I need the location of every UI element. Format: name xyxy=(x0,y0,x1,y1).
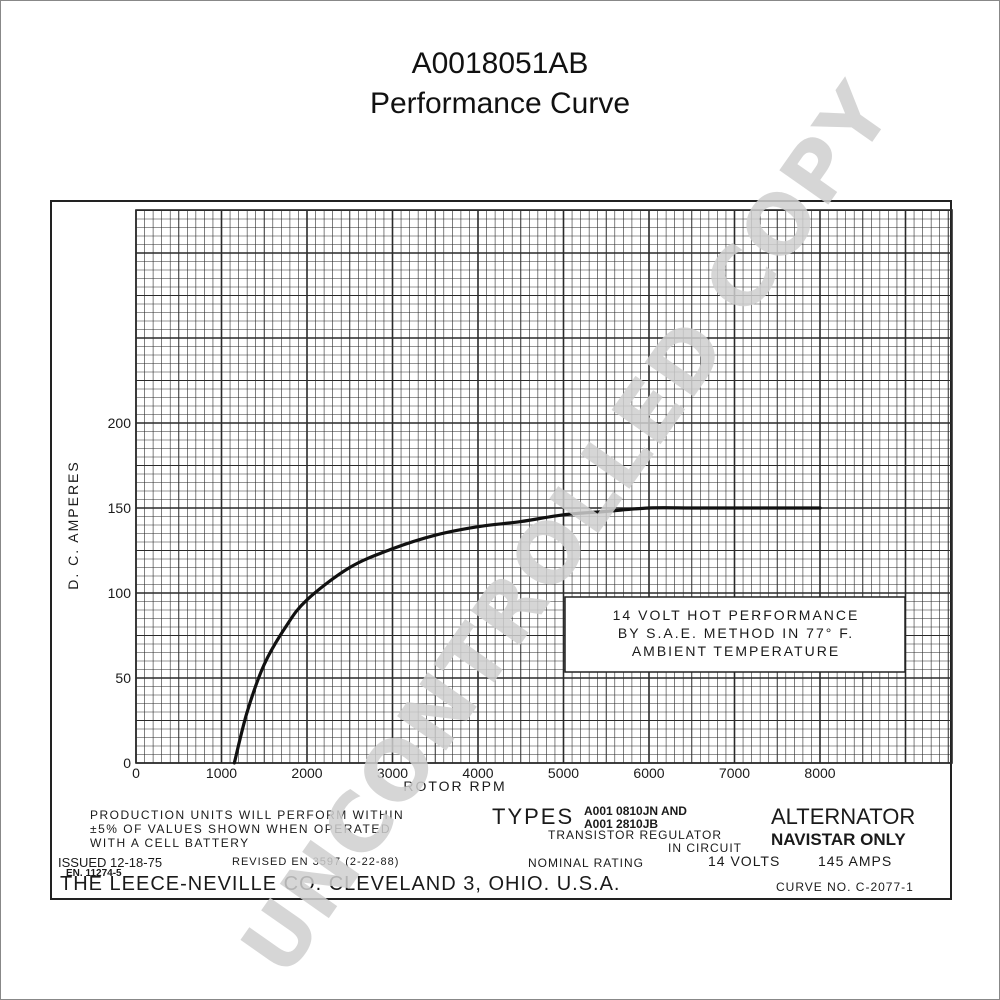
y-tick-label: 100 xyxy=(108,585,132,601)
production-note-1: PRODUCTION UNITS WILL PERFORM WITHIN xyxy=(90,808,405,822)
x-axis-ticks: 0 1000 2000 3000 4000 5000 6000 7000 8000 xyxy=(132,765,836,781)
x-tick-label: 8000 xyxy=(804,765,835,781)
x-tick-label: 2000 xyxy=(291,765,322,781)
type-2: A001 2810JB xyxy=(584,817,659,831)
series-line xyxy=(232,506,822,765)
y-axis-ticks: 0 50 100 150 200 xyxy=(108,415,132,771)
y-tick-label: 50 xyxy=(115,670,131,686)
x-tick-label: 3000 xyxy=(377,765,408,781)
types-label: TYPES xyxy=(492,804,575,829)
production-note-3: WITH A CELL BATTERY xyxy=(90,836,250,850)
y-axis-label: D. C. AMPERES xyxy=(65,460,81,589)
x-tick-label: 6000 xyxy=(633,765,664,781)
series-group xyxy=(232,506,822,765)
curve-number: CURVE NO. C-2077-1 xyxy=(776,880,914,894)
revised-note: REVISED EN 3597 (2-22-88) xyxy=(232,856,400,868)
company-line: THE LEECE-NEVILLE CO. CLEVELAND 3, OHIO.… xyxy=(60,873,621,895)
annotation-frame xyxy=(564,596,906,673)
y-tick-label: 150 xyxy=(108,500,132,516)
y-tick-label: 200 xyxy=(108,415,132,431)
nominal-volts: 14 VOLTS xyxy=(708,853,781,869)
annotation-line-1: 14 VOLT HOT PERFORMANCE xyxy=(613,607,860,623)
en-number: EN. 11274-5 xyxy=(66,868,122,879)
regulator-line-1: TRANSISTOR REGULATOR xyxy=(548,828,723,842)
nominal-rating-label: NOMINAL RATING xyxy=(528,856,645,870)
annotation-line-3: AMBIENT TEMPERATURE xyxy=(632,643,840,659)
type-1: A001 0810JN AND xyxy=(584,804,687,818)
page-subtitle: Performance Curve xyxy=(369,87,631,120)
production-note-2: ±5% OF VALUES SHOWN WHEN OPERATED xyxy=(90,822,392,836)
y-tick-label: 0 xyxy=(123,755,131,771)
x-tick-label: 4000 xyxy=(462,765,493,781)
nominal-amps: 145 AMPS xyxy=(818,853,893,869)
x-tick-label: 7000 xyxy=(719,765,750,781)
product-title: ALTERNATOR xyxy=(771,804,916,829)
title-block: A0018051AB Performance Curve xyxy=(0,44,1000,124)
grid-border xyxy=(135,209,953,764)
x-axis-label: ROTOR RPM xyxy=(403,778,506,794)
page-title: A0018051AB xyxy=(411,47,589,80)
issued-date: ISSUED 12-18-75 xyxy=(58,855,163,870)
regulator-line-2: IN CIRCUIT xyxy=(668,841,742,855)
annotation-line-2: BY S.A.E. METHOD IN 77° F. xyxy=(618,625,854,641)
x-tick-label: 1000 xyxy=(206,765,237,781)
x-tick-label: 5000 xyxy=(548,765,579,781)
x-tick-label: 0 xyxy=(132,765,140,781)
product-subtitle: NAVISTAR ONLY xyxy=(771,830,906,849)
annotation-box: 14 VOLT HOT PERFORMANCE BY S.A.E. METHOD… xyxy=(564,596,906,673)
